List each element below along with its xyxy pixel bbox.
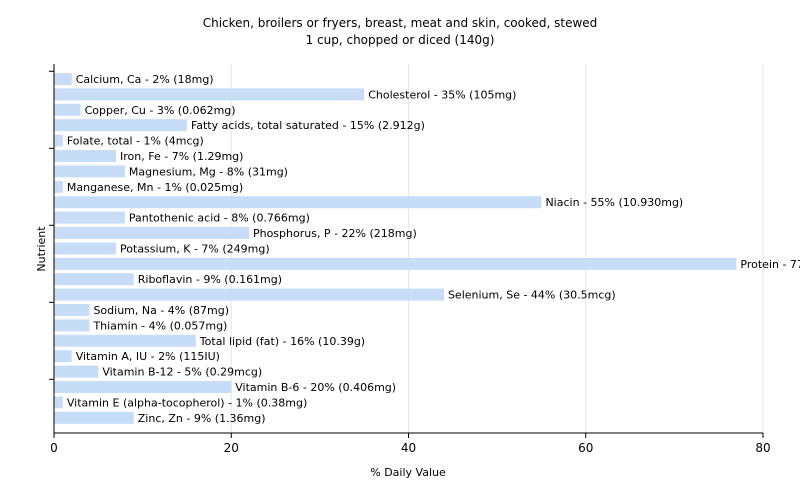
bars: Calcium, Ca - 2% (18mg) Cholesterol - 35%… <box>54 73 800 425</box>
bar <box>54 150 117 162</box>
bar-label: Sodium, Na - 4% (87mg) <box>93 304 229 317</box>
bar <box>54 396 63 409</box>
bar <box>54 180 63 193</box>
bar <box>54 242 117 255</box>
bar-label: Manganese, Mn - 1% (0.025mg) <box>67 181 243 194</box>
bar-label: Magnesium, Mg - 8% (31mg) <box>129 165 288 178</box>
bar <box>54 381 232 393</box>
bar-label: Protein - 77% (38.35g) <box>740 258 800 271</box>
bar-label: Niacin - 55% (10.930mg) <box>545 196 683 209</box>
bar <box>54 196 542 209</box>
bar <box>54 134 63 147</box>
bar <box>54 334 196 347</box>
bar-label: Vitamin E (alpha-tocopherol) - 1% (0.38m… <box>67 396 307 409</box>
bar-label: Potassium, K - 7% (249mg) <box>120 242 270 255</box>
chart-subtitle: 1 cup, chopped or diced (140g) <box>306 33 495 47</box>
bar <box>54 365 99 378</box>
bar-label: Riboflavin - 9% (0.161mg) <box>138 273 282 286</box>
chart-title: Chicken, broilers or fryers, breast, mea… <box>203 16 598 30</box>
bar <box>54 211 125 224</box>
x-tick-label: 60 <box>578 441 593 455</box>
bar <box>54 73 72 85</box>
bar-label: Folate, total - 1% (4mcg) <box>67 135 204 148</box>
bar <box>54 288 444 301</box>
bar-label: Phosphorus, P - 22% (218mg) <box>253 227 417 240</box>
bar <box>54 350 72 363</box>
bar-label: Vitamin B-6 - 20% (0.406mg) <box>235 381 396 394</box>
bar-label: Cholesterol - 35% (105mg) <box>368 88 516 101</box>
bar-label: Pantothenic acid - 8% (0.766mg) <box>129 212 310 225</box>
bar <box>54 319 90 332</box>
x-tick-label: 80 <box>755 441 770 455</box>
bar <box>54 88 365 101</box>
bar-label: Fatty acids, total saturated - 15% (2.91… <box>191 119 425 132</box>
bar-label: Vitamin A, IU - 2% (115IU) <box>76 350 220 363</box>
bar <box>54 411 134 424</box>
bar-label: Vitamin B-12 - 5% (0.29mcg) <box>102 366 262 379</box>
bar-label: Thiamin - 4% (0.057mg) <box>92 319 227 332</box>
bar <box>54 227 249 239</box>
bar-label: Iron, Fe - 7% (1.29mg) <box>120 150 243 163</box>
grid-lines <box>230 64 764 433</box>
bar <box>54 273 134 286</box>
bar <box>54 103 81 116</box>
x-axis-label: % Daily Value <box>370 466 446 479</box>
x-tick-label: 0 <box>50 441 58 455</box>
x-tick-label: 20 <box>224 441 239 455</box>
bar <box>54 119 187 132</box>
bar-label: Total lipid (fat) - 16% (10.39g) <box>199 335 365 348</box>
bar-label: Calcium, Ca - 2% (18mg) <box>76 73 214 86</box>
bar-label: Selenium, Se - 44% (30.5mcg) <box>448 289 616 302</box>
y-axis-label: Nutrient <box>35 226 48 272</box>
bar-label: Copper, Cu - 3% (0.062mg) <box>85 104 236 117</box>
bar <box>54 304 90 316</box>
bar-label: Zinc, Zn - 9% (1.36mg) <box>138 412 266 425</box>
bar <box>54 257 737 270</box>
x-tick-label: 40 <box>401 441 416 455</box>
bar <box>54 165 125 178</box>
x-ticks: 0 20 40 60 80 <box>50 433 771 455</box>
